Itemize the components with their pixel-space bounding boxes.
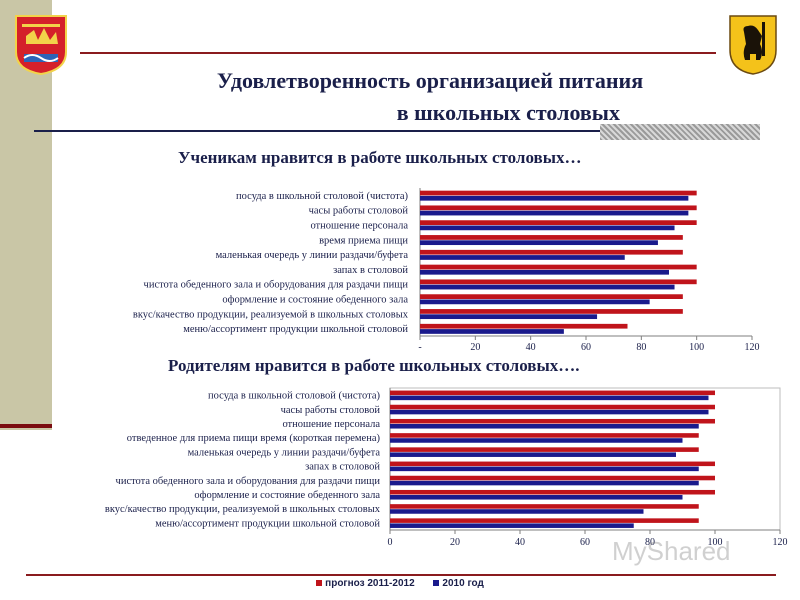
chart2-x-tick-label: 80 (645, 537, 655, 548)
chart2-bar-2010 (390, 495, 683, 500)
chart1-bar-2010 (420, 299, 650, 305)
chart1-bar-prognoz (420, 249, 683, 255)
chart1-bar-prognoz (420, 323, 628, 329)
coat-of-arms-icon (15, 15, 67, 76)
chart2-bar-prognoz (390, 504, 699, 509)
chart1-category-label: часы работы столовой (309, 206, 409, 217)
chart1-x-tick-label: 80 (636, 342, 646, 353)
chart1-bar-2010 (420, 284, 675, 290)
chart1-bar-prognoz (420, 294, 683, 299)
legend-item-2010: 2010 год (433, 578, 484, 589)
chart1-x-tick-label: - (418, 342, 421, 353)
chart1-x-tick-label: 100 (689, 342, 704, 353)
left-band-divider (0, 424, 52, 428)
chart2-x-tick-label: 0 (388, 537, 393, 548)
chart2-bar-2010 (390, 424, 699, 429)
bear-coat-of-arms-icon (729, 15, 777, 75)
chart2-category-label: меню/ассортимент продукции школьной стол… (155, 518, 380, 529)
chart2-bar-prognoz (390, 475, 715, 481)
chart1-bar-2010 (420, 210, 689, 216)
chart2-bar-prognoz (390, 418, 715, 424)
chart1-title: Ученикам нравится в работе школьных стол… (178, 148, 582, 167)
chart1-category-label: маленькая очередь у линии раздачи/буфета (216, 250, 409, 261)
chart1-bar-2010 (420, 329, 564, 334)
chart1-category-label: меню/ассортимент продукции школьной стол… (183, 324, 408, 335)
legend-swatch-prognoz (316, 580, 323, 587)
chart2-category-label: запах в столовой (305, 462, 380, 473)
chart2-bar-2010 (390, 452, 676, 457)
chart1-category-label: посуда в школьной столовой (чистота) (236, 191, 408, 202)
page-title-line2: в школьных столовых (396, 100, 620, 125)
chart1-category-label: оформление и состояние обеденного зала (222, 295, 408, 306)
chart2-bar-2010 (390, 409, 709, 415)
chart1-bar-2010 (420, 255, 625, 260)
chart1-bar-prognoz (420, 309, 683, 314)
chart2-category-label: посуда в школьной столовой (чистота) (208, 391, 380, 402)
chart2-x-tick-label: 40 (515, 537, 525, 548)
header-top-rule (80, 52, 716, 54)
legend: прогноз 2011-2012 2010 год (0, 578, 800, 589)
chart2-category-label: часы работы столовой (281, 405, 381, 416)
chart1-x-tick-label: 20 (470, 342, 480, 353)
chart1-category-label: чистота обеденного зала и оборудования д… (144, 280, 409, 291)
chart2-bar-prognoz (390, 489, 715, 495)
title-hatch-decoration (600, 124, 760, 140)
chart1-bar-2010 (420, 314, 598, 320)
chart1-bar-prognoz (420, 279, 697, 285)
chart2-x-tick-label: 120 (773, 537, 788, 548)
chart1-category-label: вкус/качество продукции, реализуемой в ш… (133, 309, 409, 320)
chart1-bar-prognoz (420, 264, 697, 270)
chart2-bar-2010 (390, 509, 644, 514)
chart2-bar-prognoz (390, 461, 715, 467)
chart1-x-tick-label: 60 (581, 342, 591, 353)
chart1-category-label: время приема пищи (319, 235, 408, 246)
chart2-x-tick-label: 100 (708, 537, 723, 548)
chart2-bar-2010 (390, 466, 699, 472)
legend-item-prognoz: прогноз 2011-2012 (316, 578, 415, 589)
chart1-bar-prognoz (420, 220, 697, 225)
chart1-category-label: запах в столовой (333, 265, 408, 276)
legend-label-prognoz: прогноз 2011-2012 (325, 578, 415, 589)
chart1-bar-2010 (420, 225, 675, 231)
chart2-category-label: отведенное для приема пищи время (коротк… (127, 433, 381, 444)
legend-label-2010: 2010 год (442, 578, 484, 589)
chart1-x-tick-label: 120 (745, 342, 760, 353)
chart1-bar-2010 (420, 195, 689, 201)
chart2-bar-prognoz (390, 518, 699, 523)
chart2-bar-2010 (390, 438, 683, 443)
page-title-line1: Удовлетворенность организацией питания (216, 68, 644, 93)
chart2-category-label: маленькая очередь у линии раздачи/буфета (188, 447, 381, 458)
chart2-category-label: чистота обеденного зала и оборудования д… (116, 476, 381, 487)
chart1-bar-2010 (420, 269, 669, 275)
chart1-bar-2010 (420, 240, 658, 246)
chart1-x-tick-label: 40 (526, 342, 536, 353)
chart2-category-label: оформление и состояние обеденного зала (194, 490, 380, 501)
chart2-bar-2010 (390, 395, 709, 401)
chart1-category-label: отношение персонала (310, 221, 408, 232)
chart2-bar-prognoz (390, 390, 715, 396)
title-underline (34, 130, 600, 132)
chart1-bar-prognoz (420, 235, 683, 240)
chart2-bar-2010 (390, 480, 699, 486)
chart2-title: Родителям нравится в работе школьных сто… (168, 356, 580, 375)
chart2-x-tick-label: 20 (450, 537, 460, 548)
footer-rule (26, 574, 776, 576)
chart2-bar-2010 (390, 523, 634, 528)
chart1-bar-prognoz (420, 205, 697, 211)
chart2-bar-prognoz (390, 433, 699, 438)
chart2-bar-prognoz (390, 447, 699, 452)
chart2-category-label: отношение персонала (282, 419, 380, 430)
watermark-text: MyShared (612, 536, 731, 566)
chart2-bar-prognoz (390, 404, 715, 410)
chart1-bar-prognoz (420, 190, 697, 196)
legend-swatch-2010 (433, 580, 440, 587)
chart2-category-label: вкус/качество продукции, реализуемой в ш… (105, 504, 381, 515)
chart2-x-tick-label: 60 (580, 537, 590, 548)
